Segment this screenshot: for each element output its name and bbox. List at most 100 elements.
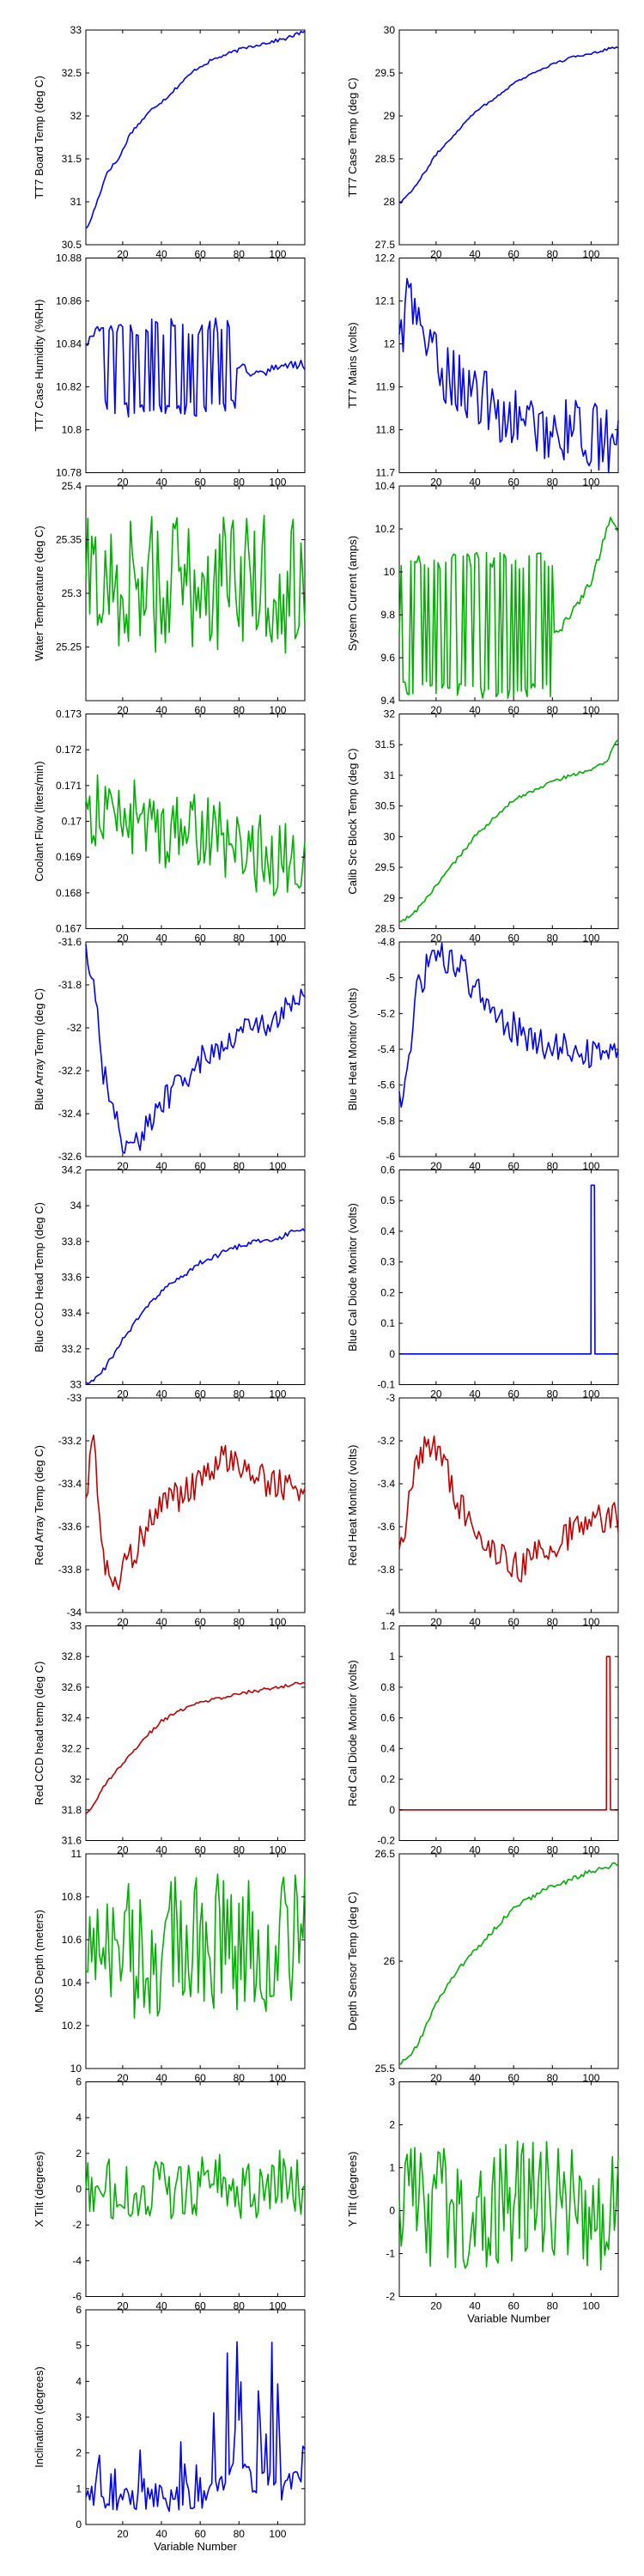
- y-tick-label: 29.5: [375, 67, 396, 79]
- y-tick-label: 30: [384, 830, 396, 842]
- x-tick-label: 20: [117, 933, 129, 945]
- y-tick-label: 2: [76, 2447, 82, 2459]
- x-tick-label: 100: [269, 1160, 286, 1172]
- x-tick-label: 20: [430, 1160, 442, 1172]
- y-tick-label: 0: [389, 1804, 395, 1816]
- series-line: [85, 514, 306, 654]
- x-tick-label: 40: [469, 1160, 481, 1172]
- y-tick-label: 34.2: [62, 1164, 82, 1176]
- y-tick-label: 30: [384, 24, 396, 36]
- y-tick-label: 0.5: [380, 1194, 395, 1206]
- y-tick-label: -3.2: [377, 1435, 395, 1447]
- y-tick-label: 11.9: [376, 381, 396, 393]
- x-tick-label: 20: [117, 477, 129, 489]
- y-tick-label: -5.2: [377, 1007, 395, 1019]
- y-tick-label: 4: [76, 2111, 82, 2123]
- x-tick-label: 60: [194, 1388, 206, 1400]
- y-tick-label: 0.8: [380, 1681, 395, 1693]
- y-tick-label: 11.7: [376, 467, 396, 479]
- x-tick-label: 100: [269, 2072, 286, 2084]
- y-tick-label: 3: [76, 2411, 82, 2423]
- y-axis-label: MOS Depth (meters): [33, 1910, 46, 2013]
- y-tick-label: 10.82: [56, 381, 82, 393]
- chart-inclination: 20 40 60 80 100 0 1 2 3 4 5 6 Variable Number Inclina…: [33, 2304, 306, 2553]
- y-tick-label: -0.2: [377, 1835, 395, 1847]
- y-tick-label: 32.5: [62, 67, 82, 79]
- series-line: [398, 46, 619, 204]
- plot-frame: [85, 2309, 306, 2525]
- y-tick-label: 11: [71, 1848, 82, 1860]
- y-axis-label: X Tilt (degrees): [33, 2151, 46, 2227]
- x-tick-label: 20: [430, 1844, 442, 1856]
- x-tick-label: 20: [117, 1844, 129, 1856]
- x-tick-label: 100: [582, 1160, 599, 1172]
- y-tick-label: 5: [76, 2340, 82, 2352]
- y-axis-label: Red Cal Diode Monitor (volts): [346, 1660, 359, 1807]
- y-axis-label: Coolant Flow (liters/min): [33, 761, 46, 881]
- y-tick-label: 32: [70, 1773, 82, 1785]
- x-tick-label: 20: [117, 704, 129, 716]
- y-tick-label: -4: [72, 2255, 82, 2267]
- y-tick-label: 0: [76, 2184, 82, 2196]
- x-tick-label: 40: [155, 1160, 167, 1172]
- y-tick-label: 30.5: [62, 239, 82, 251]
- series-line: [85, 2341, 306, 2512]
- x-tick-label: 20: [117, 1160, 129, 1172]
- y-tick-label: 0.173: [56, 708, 82, 720]
- x-tick-label: 40: [155, 248, 167, 260]
- y-tick-label: 3: [389, 2076, 395, 2088]
- y-tick-label: 9.4: [380, 695, 395, 707]
- y-axis-label: System Current (amps): [346, 536, 359, 651]
- y-tick-label: -32.4: [58, 1108, 82, 1120]
- y-tick-label: 1: [389, 1650, 395, 1662]
- y-tick-label: 26.5: [375, 1848, 396, 1860]
- y-tick-label: -32: [67, 1022, 82, 1034]
- y-tick-label: 25.3: [62, 587, 82, 599]
- y-tick-label: 32.6: [62, 1681, 82, 1693]
- y-tick-label: -4.8: [377, 936, 395, 948]
- x-tick-label: 40: [469, 1616, 481, 1628]
- x-tick-label: 100: [582, 1616, 599, 1628]
- x-tick-label: 60: [194, 1616, 206, 1628]
- x-tick-label: 80: [547, 1616, 559, 1628]
- x-tick-label: 100: [582, 1844, 599, 1856]
- x-tick-label: 60: [507, 1388, 519, 1400]
- plot-frame: [85, 258, 306, 473]
- y-tick-label: 12: [384, 338, 396, 350]
- y-tick-label: -0.1: [377, 1379, 395, 1391]
- y-tick-label: 10: [70, 2063, 82, 2075]
- x-tick-label: 80: [234, 477, 246, 489]
- x-tick-label: 40: [155, 1844, 167, 1856]
- y-tick-label: 0.167: [56, 923, 82, 935]
- y-tick-label: 31.6: [62, 1835, 82, 1847]
- x-tick-label: 40: [155, 2300, 167, 2312]
- x-tick-label: 20: [117, 1616, 129, 1628]
- x-tick-label: 80: [234, 1616, 246, 1628]
- y-tick-label: -3.8: [377, 1564, 395, 1576]
- y-tick-label: 0.4: [380, 1742, 395, 1754]
- x-tick-label: 40: [469, 2300, 481, 2312]
- series-line: [398, 277, 619, 474]
- y-axis-label: Depth Sensor Temp (deg C): [346, 1892, 359, 2031]
- y-tick-label: -5.6: [377, 1079, 395, 1091]
- plot-frame: [398, 1625, 619, 1841]
- plot-frame: [398, 258, 619, 473]
- x-tick-label: 40: [155, 704, 167, 716]
- y-axis-label: Water Temperature (deg C): [33, 526, 46, 661]
- y-tick-label: 32.8: [62, 1650, 82, 1662]
- x-tick-label: 40: [469, 248, 481, 260]
- y-tick-label: 32: [384, 708, 396, 720]
- y-tick-label: 10.8: [62, 424, 82, 436]
- y-tick-label: 31.5: [375, 738, 396, 750]
- series-line: [398, 2140, 619, 2271]
- y-tick-label: 29.5: [375, 861, 396, 873]
- x-tick-label: 100: [269, 1844, 286, 1856]
- y-axis-label: Y Tilt (degrees): [346, 2152, 359, 2227]
- x-tick-label: 60: [194, 933, 206, 945]
- series-line: [85, 1873, 306, 2019]
- y-tick-label: -33.2: [58, 1435, 82, 1447]
- y-tick-label: -2: [72, 2219, 82, 2231]
- y-tick-label: 0.1: [380, 1317, 395, 1329]
